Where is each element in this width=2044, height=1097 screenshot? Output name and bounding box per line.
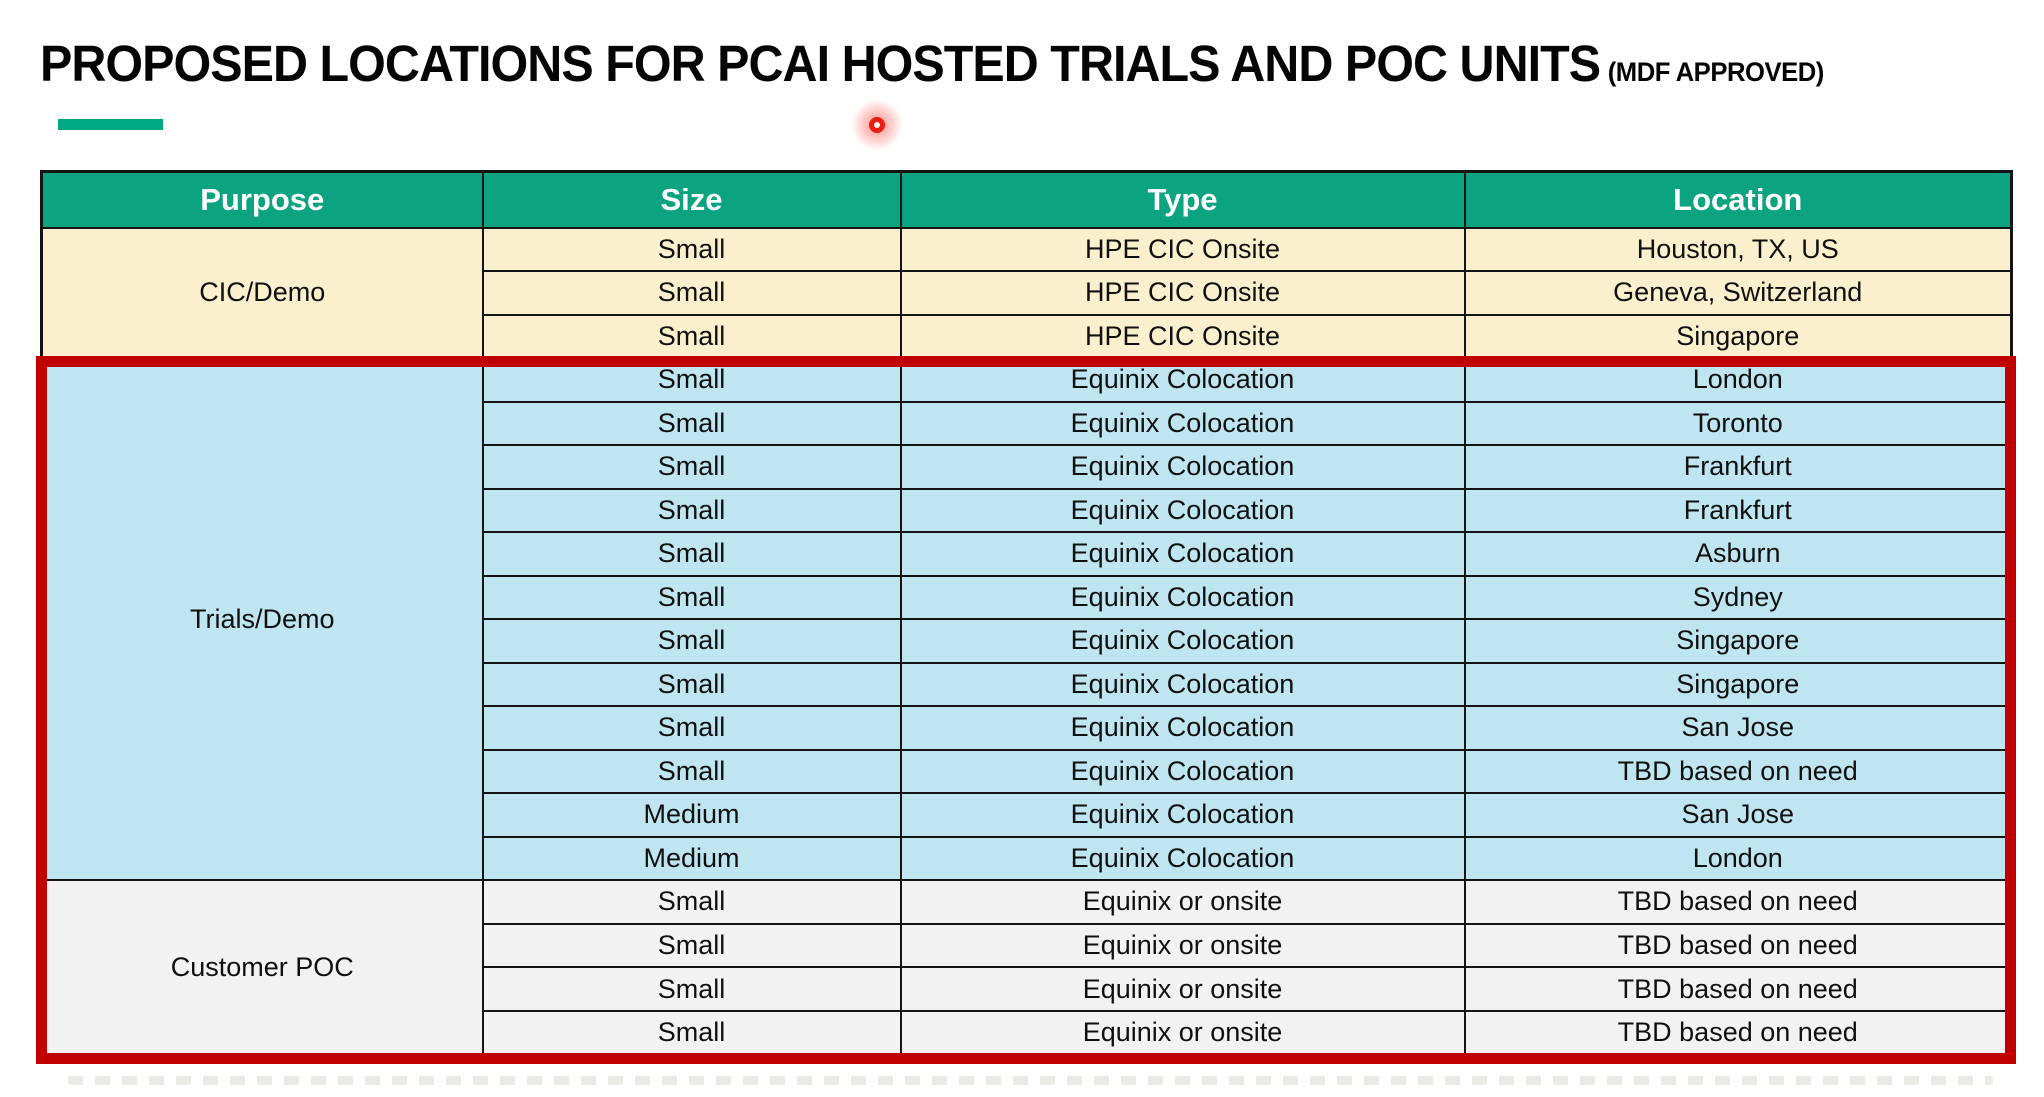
size-cell: Small: [481, 705, 902, 751]
size-cell: Medium: [481, 792, 902, 838]
table-row: CIC/Demo Small HPE CIC Onsite Houston, TX, …: [40, 226, 2013, 360]
size-cell: Small: [481, 487, 902, 534]
table-row: Medium Equinix Colocation London: [42, 835, 2013, 882]
size-cell: Small: [481, 661, 902, 708]
location-cell: TBD based on need: [1463, 748, 2013, 795]
type-cell: HPE CIC Onsite: [899, 313, 1466, 360]
type-cell: Equinix Colocation: [899, 618, 1466, 664]
table-header-row: Purpose Size Type Location: [40, 170, 2013, 229]
column-header-location: Location: [1463, 170, 2013, 229]
purpose-cell-trials-demo: Trials/Demo: [40, 357, 484, 882]
table-row: Small Equinix Colocation Toronto: [42, 400, 2013, 447]
type-cell: Equinix Colocation: [899, 574, 1466, 621]
location-cell: Toronto: [1463, 400, 2013, 447]
type-cell: Equinix Colocation: [899, 705, 1466, 751]
location-cell: San Jose: [1463, 792, 2013, 838]
column-header-purpose: Purpose: [40, 170, 484, 229]
size-cell: Small: [481, 357, 902, 403]
type-cell: Equinix or onsite: [899, 879, 1466, 925]
column-header-type: Type: [899, 170, 1466, 229]
table-row: Medium Equinix Colocation San Jose: [42, 792, 2013, 838]
type-cell: HPE CIC Onsite: [899, 270, 1466, 316]
location-cell: TBD based on need: [1463, 1009, 2013, 1056]
location-cell: Geneva, Switzerland: [1463, 270, 2013, 316]
type-cell: Equinix Colocation: [899, 400, 1466, 447]
table-row: Trials/Demo Small Equinix Colocation London: [40, 357, 2013, 882]
page-title-text: PROPOSED LOCATIONS FOR PCAI HOSTED TRIAL…: [40, 35, 1601, 92]
type-cell: Equinix Colocation: [899, 748, 1466, 795]
laser-pointer-icon: [869, 117, 885, 133]
size-cell: Small: [481, 313, 902, 360]
type-cell: Equinix or onsite: [899, 966, 1466, 1012]
size-cell: Small: [481, 531, 902, 577]
size-cell: Small: [481, 270, 902, 316]
type-cell: Equinix Colocation: [899, 444, 1466, 490]
location-cell: Sydney: [1463, 574, 2013, 621]
table-row: Small Equinix or onsite TBD based on need: [42, 966, 2013, 1012]
location-cell: Singapore: [1463, 618, 2013, 664]
size-cell: Small: [481, 1009, 902, 1056]
location-cell: Singapore: [1463, 313, 2013, 360]
location-cell: Frankfurt: [1463, 487, 2013, 534]
table-row: Small Equinix or onsite TBD based on need: [42, 922, 2013, 969]
type-cell: Equinix Colocation: [899, 531, 1466, 577]
size-cell: Small: [481, 618, 902, 664]
table-row: Small Equinix Colocation Singapore: [42, 661, 2013, 708]
locations-table-container: Purpose Size Type Location CIC/Demo Small…: [40, 170, 2013, 1056]
location-cell: TBD based on need: [1463, 966, 2013, 1012]
type-cell: Equinix or onsite: [899, 922, 1466, 969]
table-row: Small Equinix Colocation Frankfurt: [42, 444, 2013, 490]
location-cell: Asburn: [1463, 531, 2013, 577]
page-title-suffix: (MDF APPROVED): [1607, 57, 1825, 87]
type-cell: Equinix Colocation: [899, 835, 1466, 882]
size-cell: Small: [481, 879, 902, 925]
type-cell: Equinix or onsite: [899, 1009, 1466, 1056]
location-cell: San Jose: [1463, 705, 2013, 751]
table-row: Small Equinix Colocation Sydney: [42, 574, 2013, 621]
type-cell: Equinix Colocation: [899, 792, 1466, 838]
type-cell: Equinix Colocation: [899, 661, 1466, 708]
footer-smudge-line: [68, 1076, 1993, 1085]
location-cell: London: [1463, 835, 2013, 882]
column-header-size: Size: [481, 170, 902, 229]
size-cell: Small: [481, 966, 902, 1012]
table-row: Small Equinix Colocation TBD based on need: [42, 748, 2013, 795]
location-cell: Houston, TX, US: [1463, 226, 2013, 273]
location-cell: TBD based on need: [1463, 922, 2013, 969]
table-body: CIC/Demo Small HPE CIC Onsite Houston, TX, …: [40, 226, 2013, 1056]
location-cell: TBD based on need: [1463, 879, 2013, 925]
type-cell: Equinix Colocation: [899, 487, 1466, 534]
table-row: Small Equinix Colocation San Jose: [42, 705, 2013, 751]
type-cell: Equinix Colocation: [899, 357, 1466, 403]
table-row: Small Equinix or onsite TBD based on need: [42, 1009, 2013, 1056]
size-cell: Small: [481, 922, 902, 969]
type-cell: HPE CIC Onsite: [899, 226, 1466, 273]
size-cell: Small: [481, 748, 902, 795]
table-row: Small Equinix Colocation Asburn: [42, 531, 2013, 577]
page-title: PROPOSED LOCATIONS FOR PCAI HOSTED TRIAL…: [40, 34, 1824, 93]
title-accent-underline: [58, 119, 163, 130]
table-row: Small HPE CIC Onsite Geneva, Switzerland: [42, 270, 2013, 316]
purpose-cell-customer-poc: Customer POC: [40, 879, 484, 1056]
size-cell: Small: [481, 400, 902, 447]
locations-table: Purpose Size Type Location CIC/Demo Small…: [40, 170, 2013, 1056]
purpose-cell-cic-demo: CIC/Demo: [40, 226, 484, 360]
location-cell: Frankfurt: [1463, 444, 2013, 490]
table-row: Customer POC Small Equinix or onsite TBD ba…: [40, 879, 2013, 1056]
size-cell: Small: [481, 444, 902, 490]
size-cell: Medium: [481, 835, 902, 882]
location-cell: Singapore: [1463, 661, 2013, 708]
location-cell: London: [1463, 357, 2013, 403]
size-cell: Small: [481, 226, 902, 273]
size-cell: Small: [481, 574, 902, 621]
table-row: Small Equinix Colocation Singapore: [42, 618, 2013, 664]
table-row: Small Equinix Colocation Frankfurt: [42, 487, 2013, 534]
